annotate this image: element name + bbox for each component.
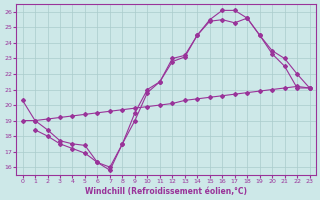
X-axis label: Windchill (Refroidissement éolien,°C): Windchill (Refroidissement éolien,°C): [85, 187, 247, 196]
